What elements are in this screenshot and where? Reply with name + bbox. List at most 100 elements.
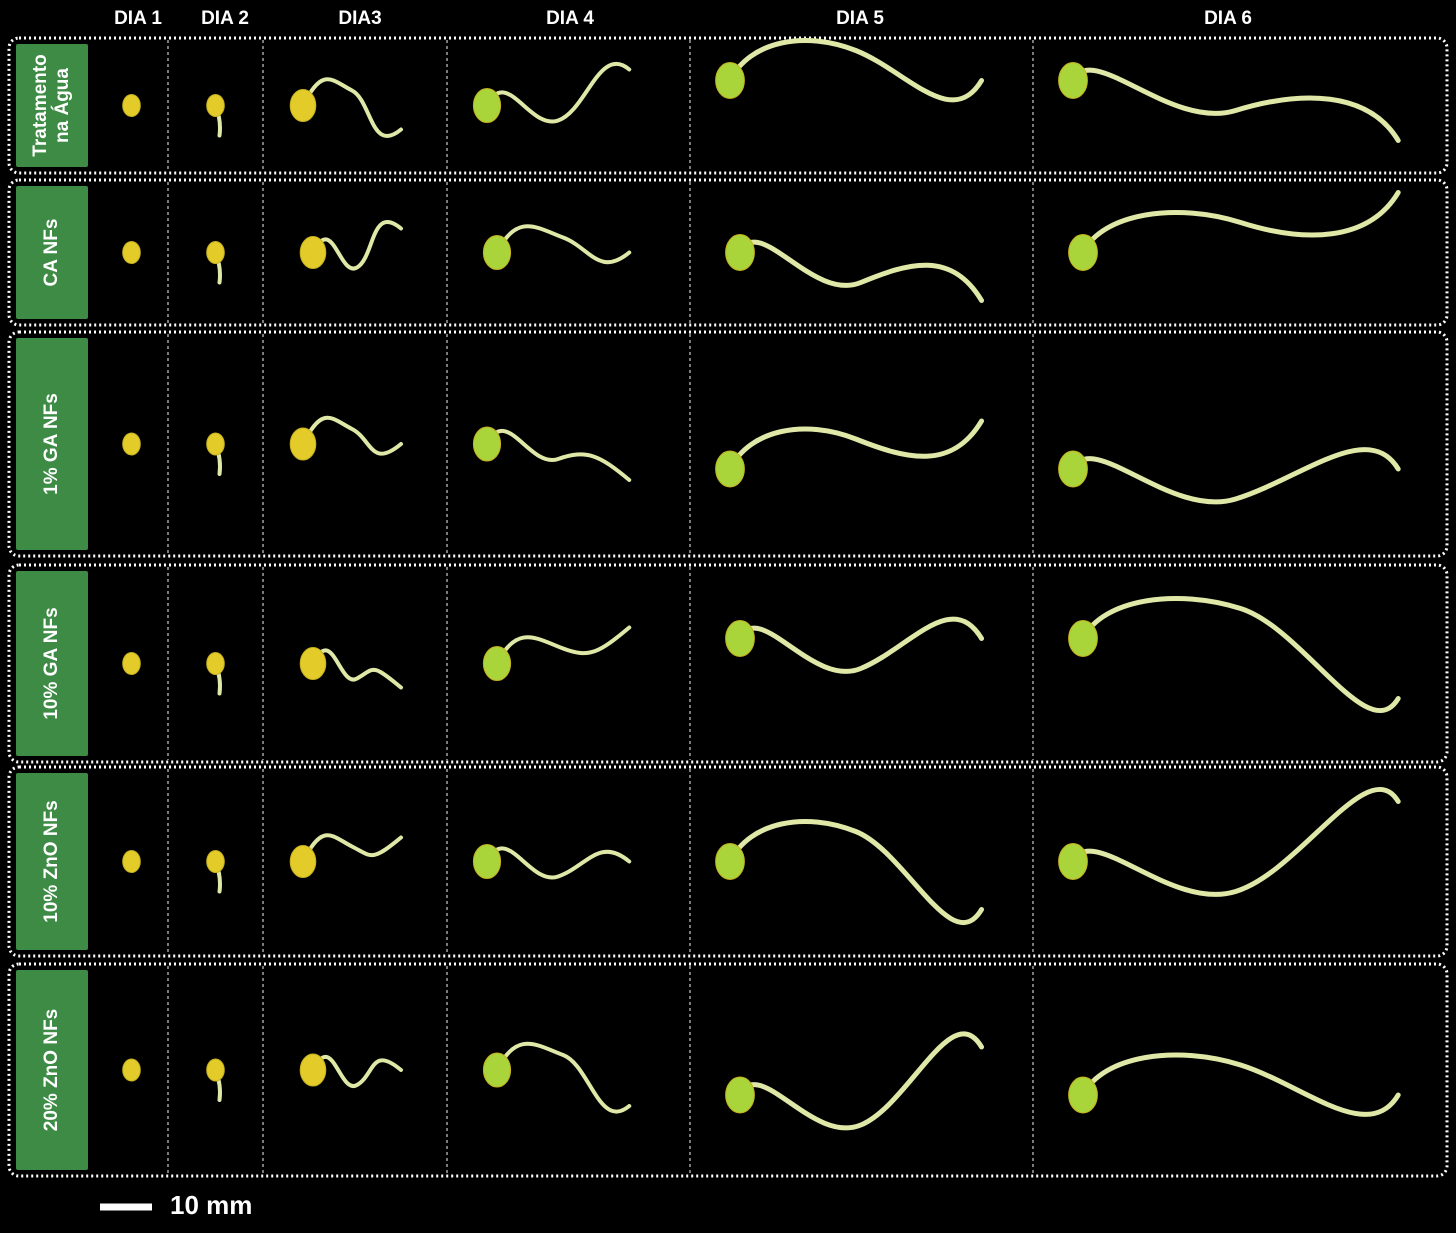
column-header: DIA 5	[836, 8, 884, 29]
seedling	[206, 241, 225, 285]
seedling	[206, 850, 225, 894]
seed	[122, 94, 141, 117]
seedling	[715, 819, 985, 926]
radicle	[495, 224, 632, 265]
column-header: DIA 4	[546, 8, 594, 29]
scale-label: 10 mm	[170, 1190, 252, 1220]
radicle	[311, 220, 403, 271]
seed	[289, 427, 317, 461]
radicle	[1070, 67, 1401, 143]
seed	[1058, 843, 1088, 880]
seedling	[1058, 786, 1401, 897]
seedling	[122, 652, 141, 675]
seedling	[1068, 1052, 1401, 1117]
radicle	[1070, 786, 1401, 897]
radicle	[311, 648, 403, 690]
seed	[725, 234, 755, 271]
seed	[1068, 234, 1098, 271]
seedling	[122, 241, 141, 264]
seed	[482, 646, 512, 681]
seed	[299, 647, 327, 680]
row-label: 1% GA NFs	[41, 393, 62, 495]
seed	[206, 850, 225, 873]
row-label-box	[16, 773, 88, 950]
seed	[122, 241, 141, 264]
seedling	[122, 432, 141, 456]
seedling	[299, 647, 403, 690]
seedling	[122, 94, 141, 117]
row-frame	[7, 765, 1449, 958]
seed	[206, 1058, 225, 1082]
seed	[725, 620, 755, 657]
seedling	[482, 224, 632, 270]
seed	[472, 844, 502, 879]
row-label-box	[16, 571, 88, 756]
seed	[289, 89, 317, 122]
row-label-box	[16, 970, 88, 1170]
row-label: Tratamento	[30, 54, 51, 156]
seedling	[482, 1041, 632, 1114]
seed	[206, 432, 225, 456]
row-frame	[7, 563, 1449, 764]
seed	[206, 652, 225, 675]
column-header: DIA 1	[114, 8, 162, 29]
seed	[1068, 1076, 1098, 1114]
seed	[299, 236, 327, 269]
column-header: DIA 2	[201, 8, 249, 29]
seedling	[1058, 447, 1401, 505]
radicle	[1070, 447, 1401, 505]
row-frame	[7, 178, 1449, 327]
seedling	[289, 77, 403, 138]
seedling	[299, 1053, 403, 1088]
row-label-box	[16, 186, 88, 319]
seedling	[715, 38, 985, 103]
column-header: DIA3	[338, 8, 381, 29]
seedling	[122, 850, 141, 873]
seedling	[1058, 62, 1401, 143]
radicle	[495, 625, 632, 666]
radicle	[727, 38, 985, 103]
seedling	[206, 1058, 225, 1102]
seed	[482, 235, 512, 270]
seedling	[725, 234, 985, 303]
radicle	[485, 428, 632, 482]
row-label-box	[16, 338, 88, 550]
seedling	[715, 418, 985, 488]
seed	[206, 241, 225, 264]
seedling	[1068, 596, 1401, 714]
row-label: na Água	[51, 68, 73, 143]
radicle	[495, 1041, 632, 1114]
seed	[725, 1076, 755, 1114]
seed	[715, 62, 745, 99]
seed	[715, 843, 745, 880]
radicle	[311, 1054, 403, 1088]
seedling	[482, 625, 632, 681]
seed	[122, 1058, 141, 1082]
seed	[482, 1052, 512, 1088]
row-frame	[7, 962, 1449, 1178]
seed	[122, 850, 141, 873]
seedling	[472, 426, 632, 482]
seed	[122, 432, 141, 456]
seedling	[206, 652, 225, 696]
seed	[715, 450, 745, 488]
radicle	[737, 239, 985, 303]
row-label: 10% ZnO NFs	[41, 800, 62, 922]
radicle	[727, 418, 985, 472]
row-label-box	[16, 44, 88, 167]
column-header: DIA 6	[1204, 8, 1252, 29]
seed	[206, 94, 225, 117]
seedling	[725, 1031, 985, 1131]
seed	[1068, 620, 1098, 657]
seedling	[122, 1058, 141, 1082]
radicle	[727, 819, 985, 926]
seedling	[1068, 190, 1401, 271]
radicle	[485, 61, 632, 124]
radicle	[737, 616, 985, 674]
seed	[122, 652, 141, 675]
seedling	[725, 616, 985, 674]
radicle	[301, 415, 403, 456]
radicle	[301, 833, 403, 864]
